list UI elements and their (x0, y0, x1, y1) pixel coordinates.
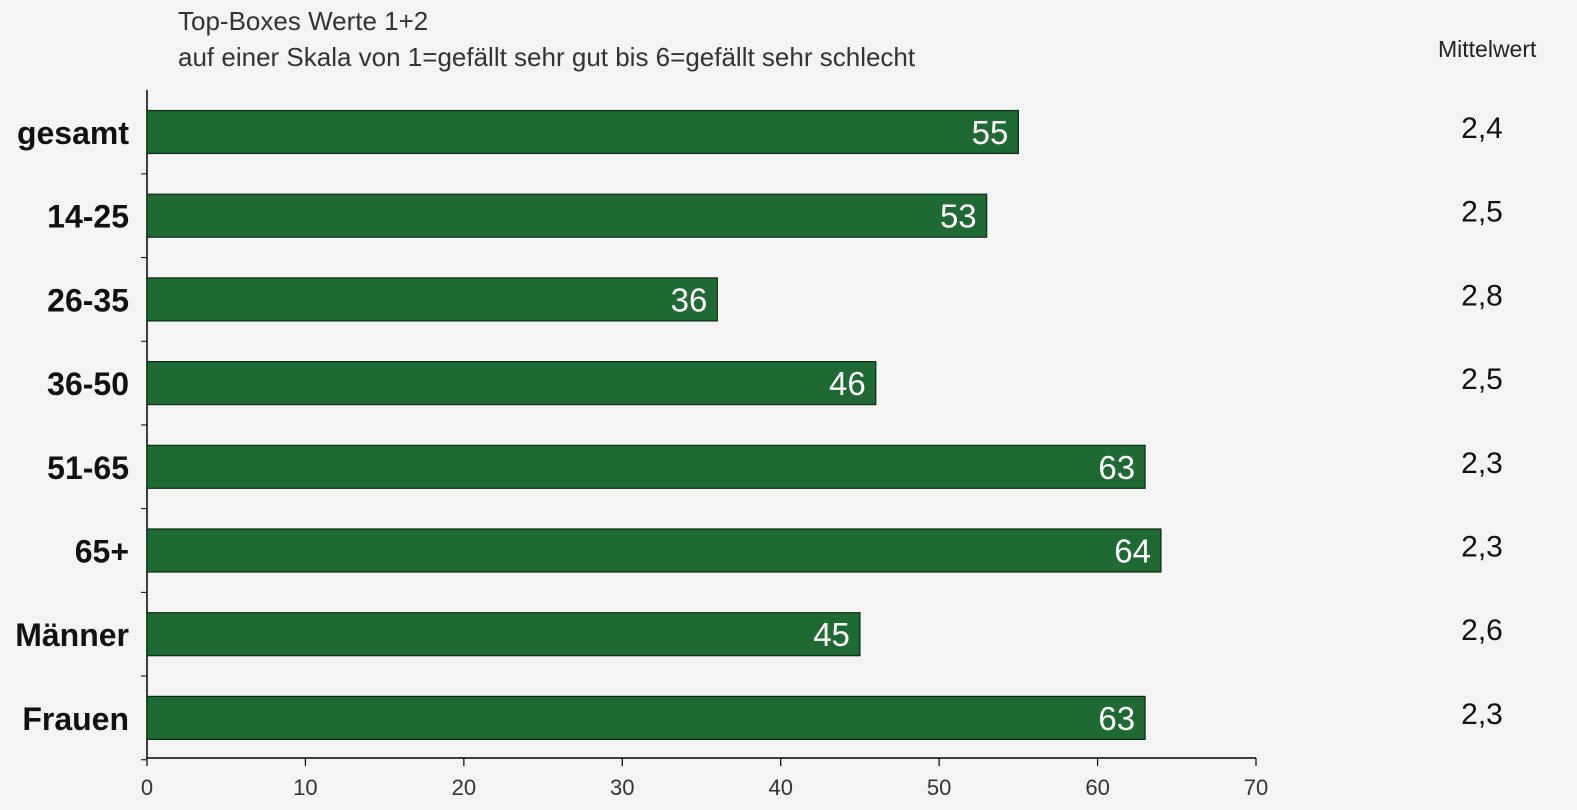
bar-value-label: 36 (671, 281, 708, 318)
bar (146, 444, 1146, 489)
x-tick-label: 60 (1085, 775, 1109, 800)
x-tick-label: 70 (1244, 775, 1268, 800)
bar-value-label: 45 (813, 616, 850, 653)
bar (146, 193, 988, 238)
bar-value-label: 64 (1114, 533, 1151, 570)
category-label: 65+ (75, 534, 129, 570)
bar (146, 695, 1146, 741)
mean-value: 2,5 (1461, 196, 1503, 229)
chart-title: Top-Boxes Werte 1+2 (178, 6, 429, 36)
bar (146, 528, 1162, 573)
bar-value-label: 46 (829, 365, 866, 402)
category-label: 36-50 (47, 366, 129, 402)
mean-value: 2,3 (1461, 698, 1503, 731)
x-tick-label: 20 (452, 775, 476, 800)
x-tick-label: 30 (610, 775, 634, 800)
category-label: 51-65 (47, 450, 129, 486)
mean-value: 2,6 (1461, 614, 1503, 647)
bar (146, 612, 861, 657)
bar-value-label: 63 (1098, 449, 1135, 486)
mean-value: 2,4 (1461, 112, 1503, 145)
bar (146, 109, 1019, 155)
mean-column-header: Mittelwert (1438, 36, 1537, 62)
category-label: gesamt (17, 115, 129, 151)
bar-value-label: 63 (1098, 700, 1135, 737)
mean-value: 2,8 (1461, 279, 1503, 312)
x-tick-label: 40 (768, 775, 792, 800)
bar-value-label: 53 (940, 198, 977, 235)
category-label: Männer (15, 617, 129, 653)
category-label: 14-25 (47, 199, 129, 235)
category-label: Frauen (22, 701, 129, 737)
bar-value-label: 55 (972, 114, 1009, 151)
mean-value: 2,3 (1461, 447, 1503, 480)
category-label: 26-35 (47, 282, 129, 318)
bar (146, 277, 718, 322)
bar (146, 361, 877, 406)
x-tick-label: 0 (141, 775, 153, 800)
mean-value: 2,5 (1461, 363, 1503, 396)
x-tick-label: 10 (293, 775, 317, 800)
x-tick-label: 50 (927, 775, 951, 800)
mean-value: 2,3 (1461, 531, 1503, 564)
chart-subtitle: auf einer Skala von 1=gefällt sehr gut b… (178, 42, 916, 72)
